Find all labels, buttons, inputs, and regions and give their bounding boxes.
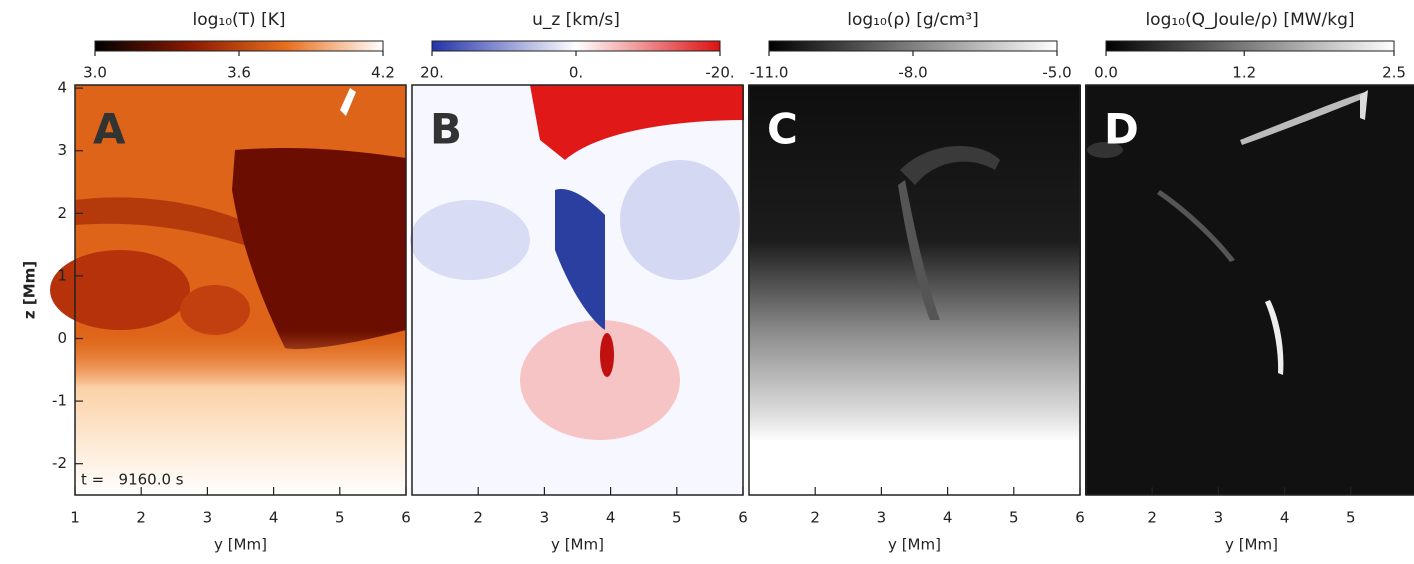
x-tick-label: 5 xyxy=(1009,509,1019,527)
x-tick-label: 2 xyxy=(136,509,146,527)
x-tick-label: 4 xyxy=(943,509,953,527)
panel-label: B xyxy=(430,105,462,154)
y-tick-label: 3 xyxy=(57,141,67,159)
x-axis-label: y [Mm] xyxy=(551,536,604,554)
x-tick-label: 3 xyxy=(540,509,550,527)
colorbar-title: u_z [km/s] xyxy=(532,10,620,30)
colorbar-title: log₁₀(T) [K] xyxy=(192,10,285,30)
y-tick-label: 0 xyxy=(57,329,67,347)
colorbar-tick-label: -20. xyxy=(705,64,734,82)
colorbar-tick-label: -5.0 xyxy=(1042,64,1071,82)
x-tick-label: 3 xyxy=(203,509,213,527)
x-tick-label: 3 xyxy=(1214,509,1224,527)
panel-label: D xyxy=(1104,105,1139,154)
x-tick-label: 6 xyxy=(1075,509,1085,527)
colorbar-title: log₁₀(ρ) [g/cm³] xyxy=(847,10,979,30)
colorbar-tick-label: -11.0 xyxy=(750,64,789,82)
x-tick-label: 2 xyxy=(810,509,820,527)
y-tick-label: 1 xyxy=(57,266,67,284)
x-tick-label: 5 xyxy=(1346,509,1356,527)
x-axis-label: y [Mm] xyxy=(888,536,941,554)
panel-label: C xyxy=(767,105,798,154)
colorbar-tick-label: 4.2 xyxy=(371,64,395,82)
x-tick-label: 4 xyxy=(1280,509,1290,527)
colorbar-tick-label: 3.0 xyxy=(83,64,107,82)
x-tick-label: 5 xyxy=(672,509,682,527)
x-tick-label: 6 xyxy=(401,509,411,527)
y-tick-label: 4 xyxy=(57,79,67,97)
colorbar xyxy=(432,41,720,51)
x-axis-label: y [Mm] xyxy=(1225,536,1278,554)
colorbar-tick-label: 0. xyxy=(569,64,583,82)
x-tick-label: 2 xyxy=(1147,509,1157,527)
y-tick-label: 2 xyxy=(57,204,67,222)
colorbar xyxy=(95,41,383,51)
x-tick-label: 1 xyxy=(70,509,80,527)
colorbar-tick-label: 1.2 xyxy=(1232,64,1256,82)
figure: log₁₀(T) [K] 3.0 3.6 4.2 1 2 3 4 5 6 y [Mm] -2 -1 0 1 2… xyxy=(0,0,1414,564)
y-axis-label: z [Mm] xyxy=(21,261,39,319)
colorbar-tick-label: 20. xyxy=(420,64,444,82)
x-tick-label: 5 xyxy=(335,509,345,527)
colorbar-tick-label: 0.0 xyxy=(1094,64,1118,82)
colorbar xyxy=(1106,41,1394,51)
colorbar-tick-label: 2.5 xyxy=(1382,64,1406,82)
x-tick-label: 4 xyxy=(606,509,616,527)
x-axis-label: y [Mm] xyxy=(214,536,267,554)
x-tick-label: 4 xyxy=(269,509,279,527)
colorbar-tick-label: -8.0 xyxy=(898,64,927,82)
annotation: t = 9160.0 s xyxy=(81,471,184,489)
panel-label: A xyxy=(93,105,126,154)
y-tick-label: -1 xyxy=(52,392,67,410)
y-tick-label: -2 xyxy=(52,454,67,472)
colorbar-title: log₁₀(Q_Joule/ρ) [MW/kg] xyxy=(1145,10,1354,30)
x-tick-label: 6 xyxy=(738,509,748,527)
image-c xyxy=(748,85,1081,495)
colorbar xyxy=(769,41,1057,51)
colorbar-tick-label: 3.6 xyxy=(227,64,251,82)
x-tick-label: 2 xyxy=(473,509,483,527)
x-tick-label: 3 xyxy=(877,509,887,527)
